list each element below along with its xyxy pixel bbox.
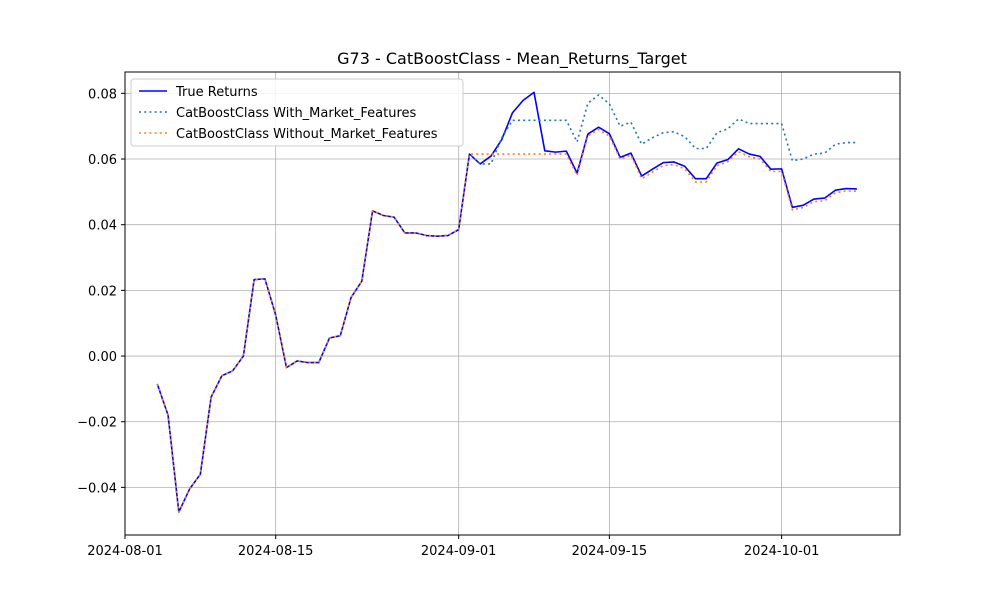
series-line-true-returns [156, 91, 857, 513]
y-tick-label: 0.00 [88, 350, 117, 365]
series-line-catboostclass-with-market-features [156, 94, 857, 513]
legend-label: CatBoostClass Without_Market_Features [176, 127, 438, 142]
series-lines [156, 91, 857, 513]
chart-title: G73 - CatBoostClass - Mean_Returns_Targe… [337, 49, 687, 69]
x-axis-ticks: 2024-08-01 2024-08-15 2024-09-01 2024-09-15… [87, 535, 819, 559]
x-tick-label: 2024-09-01 [421, 544, 497, 559]
y-tick-label: −0.04 [77, 481, 117, 496]
x-tick-label: 2024-08-15 [238, 544, 314, 559]
y-tick-label: 0.06 [88, 153, 117, 168]
y-tick-label: 0.02 [88, 284, 117, 299]
legend-box [130, 78, 464, 147]
y-axis-ticks: −0.04 −0.02 0.00 0.02 0.04 0.06 0.08 [77, 87, 125, 496]
x-tick-label: 2024-10-01 [744, 544, 820, 559]
y-tick-label: 0.08 [88, 87, 117, 102]
x-tick-label: 2024-08-01 [87, 544, 163, 559]
series-line-catboostclass-without-market-features [156, 128, 857, 513]
legend-label: CatBoostClass With_Market_Features [176, 106, 416, 121]
y-tick-label: 0.04 [88, 219, 117, 234]
x-tick-label: 2024-09-15 [572, 544, 648, 559]
legend: True Returns CatBoostClass With_Market_Fe… [130, 78, 464, 147]
plot-frame [124, 71, 901, 536]
legend-label: True Returns [175, 85, 258, 100]
y-tick-label: −0.02 [77, 416, 117, 431]
